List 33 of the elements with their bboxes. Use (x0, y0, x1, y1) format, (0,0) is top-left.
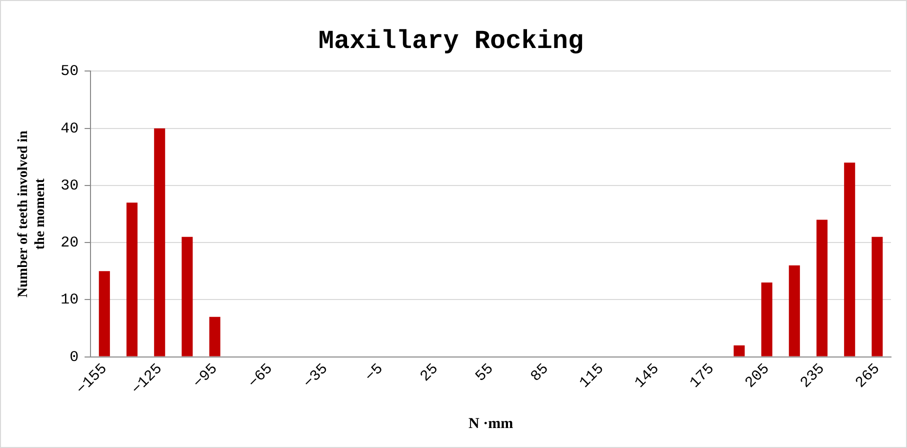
bar (126, 202, 138, 356)
x-tick-label: −35 (300, 360, 332, 392)
x-tick-label: −95 (190, 360, 222, 392)
y-tick-label: 20 (60, 234, 79, 252)
bar (844, 162, 856, 356)
x-tick-label: 115 (576, 360, 608, 392)
x-tick-label: 55 (472, 360, 498, 386)
bar (209, 316, 220, 356)
y-tick-label: 40 (60, 120, 79, 138)
y-tick-label: 0 (70, 348, 79, 366)
x-tick-label: 265 (852, 360, 884, 392)
chart-title: Maxillary Rocking (318, 26, 584, 56)
x-tick-label: 145 (632, 360, 663, 392)
y-tick-label: 30 (60, 177, 79, 194)
x-axis-title: N ·mm (468, 416, 514, 432)
x-tick-label: 85 (528, 360, 552, 386)
y-axis-title: Number of teeth involved in the moment (16, 130, 48, 298)
bar (154, 128, 166, 356)
x-tick-label: −65 (245, 360, 276, 392)
x-tick-label: 175 (686, 360, 718, 392)
bar (816, 220, 828, 356)
x-tick-label: −5 (362, 360, 387, 386)
y-tick-label: 50 (60, 63, 79, 80)
bar (182, 236, 193, 356)
x-tick-label: 235 (797, 360, 828, 392)
bar (872, 236, 883, 356)
bar (734, 345, 745, 356)
x-tick-label: 205 (742, 360, 774, 392)
bar (98, 271, 110, 356)
y-tick-label: 10 (60, 292, 79, 309)
x-tick-label: 25 (417, 360, 442, 386)
bar (761, 282, 772, 356)
bar (788, 265, 800, 356)
